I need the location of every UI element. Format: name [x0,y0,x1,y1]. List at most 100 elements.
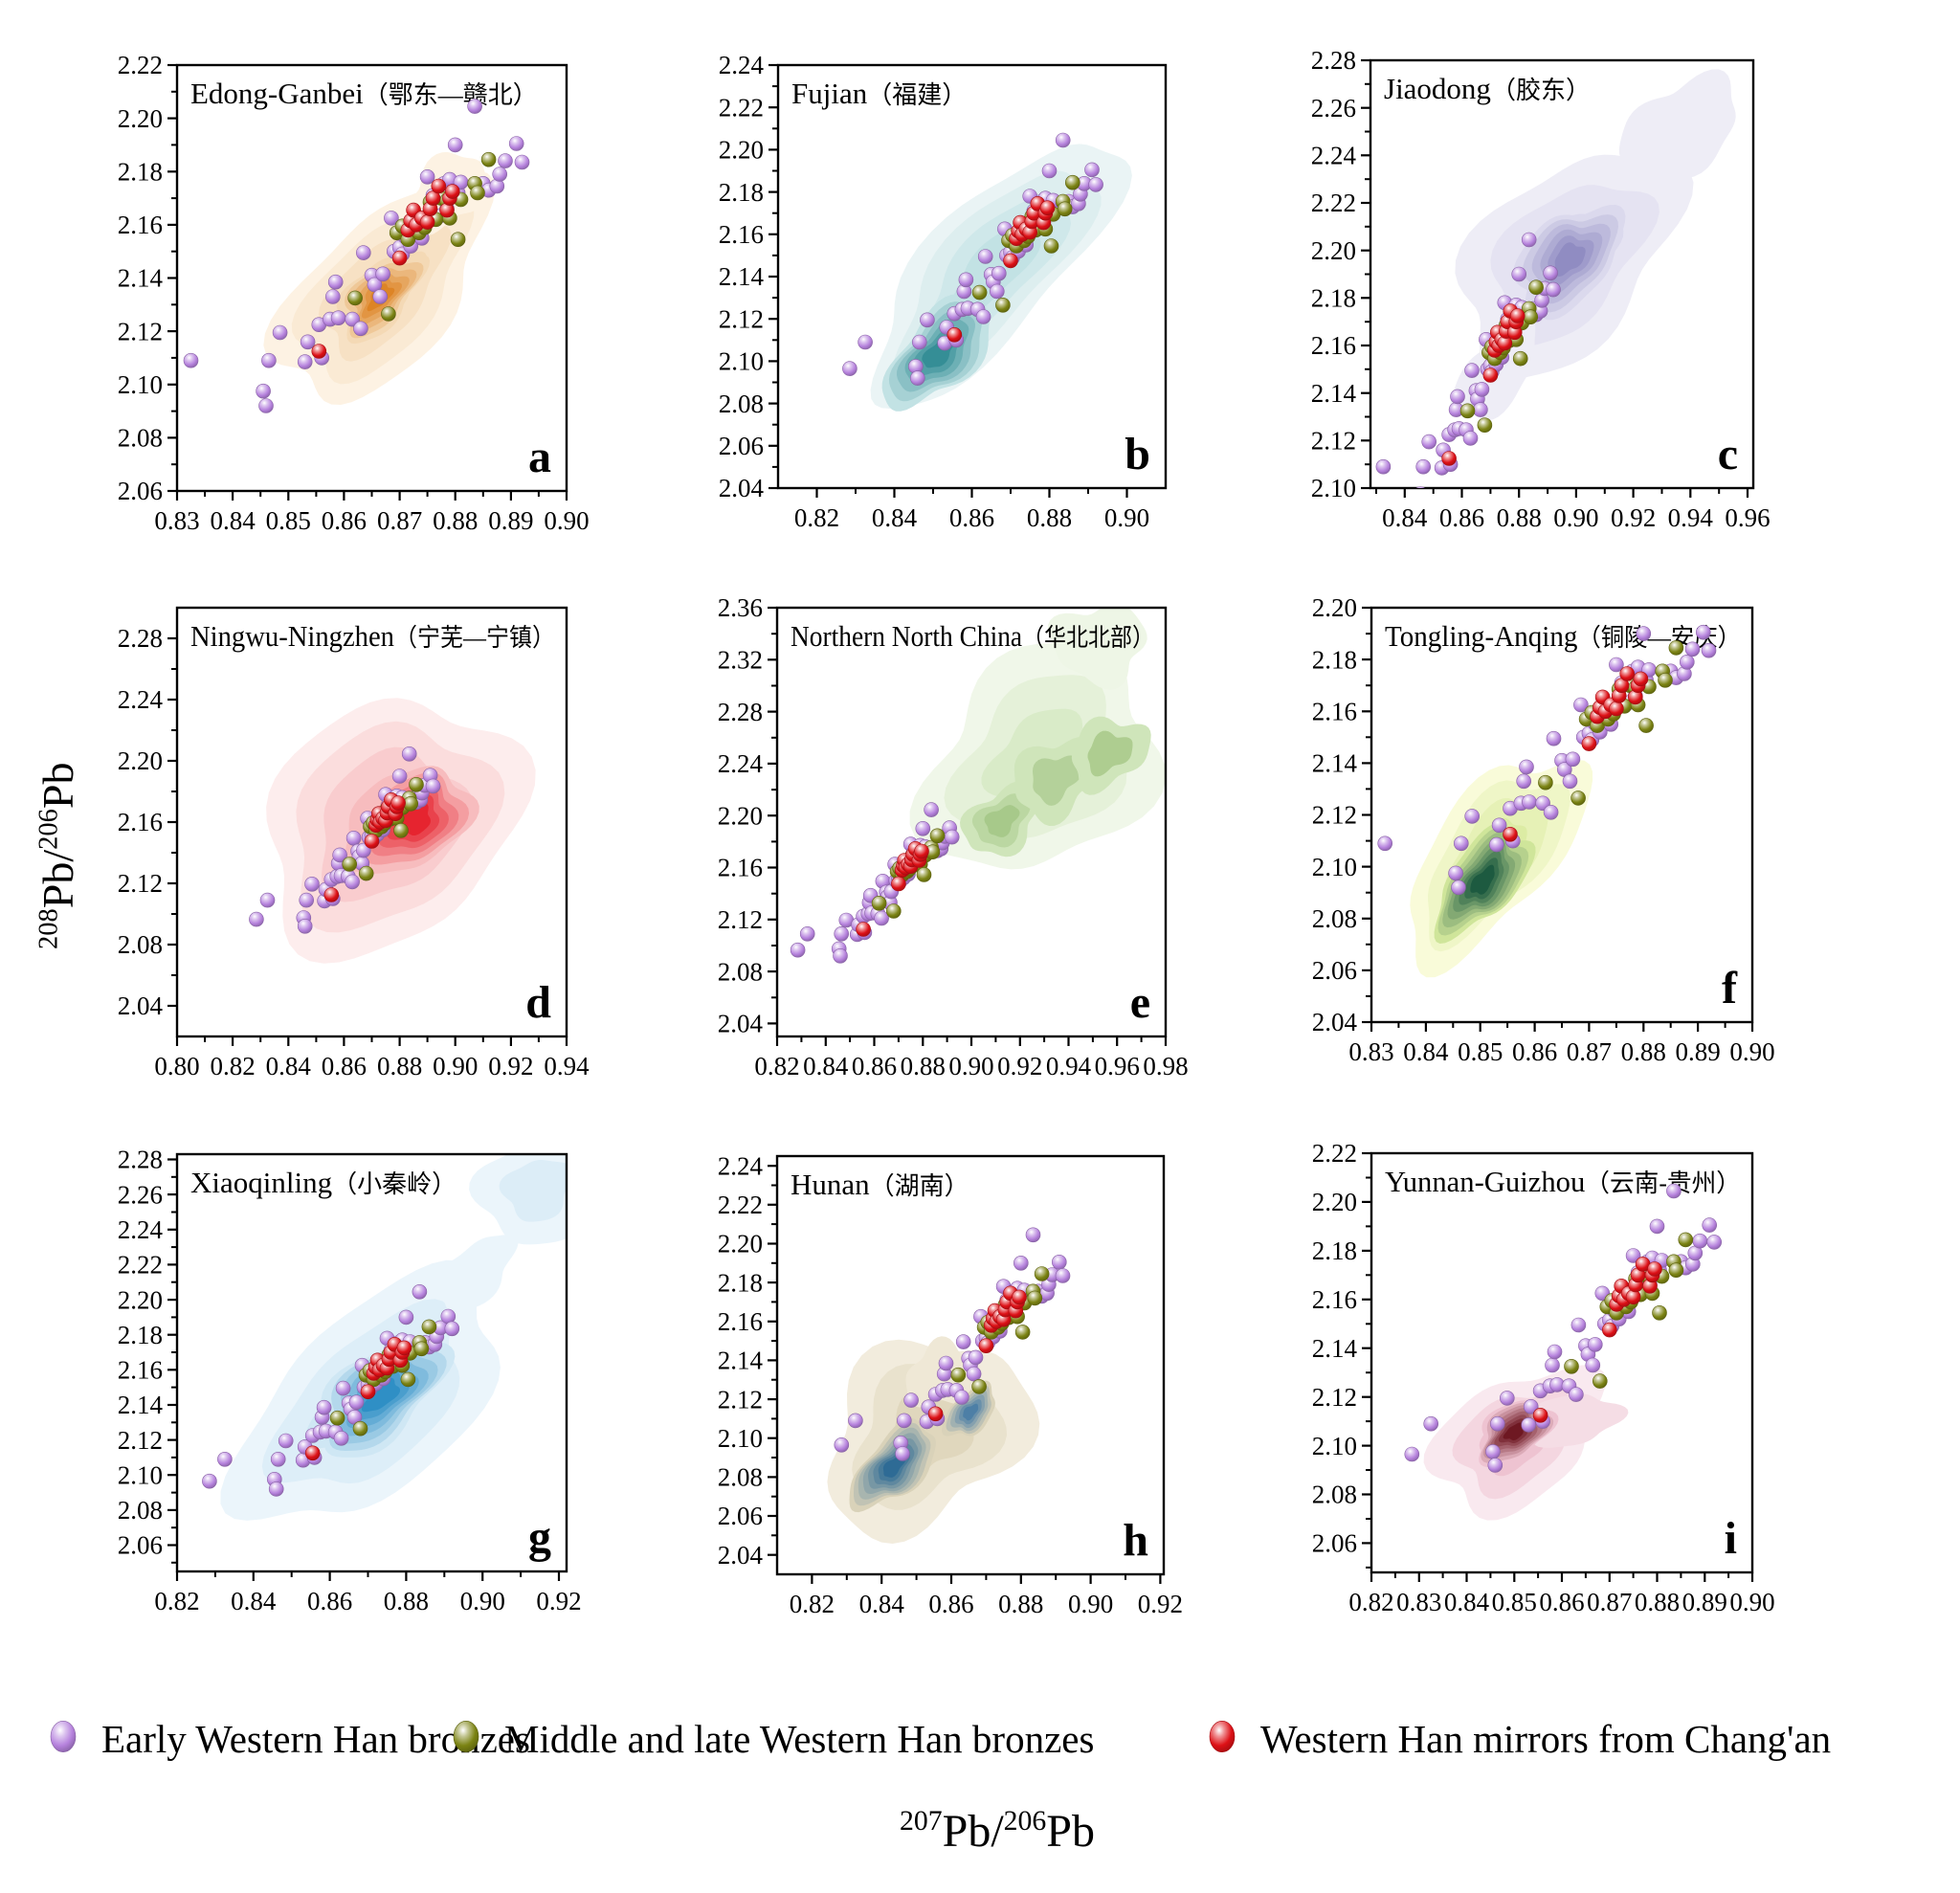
x-tick-label: 0.88 [433,506,478,535]
data-point [1519,759,1534,775]
scatter-series-2 [311,178,460,359]
kde-contour [1087,730,1133,777]
x-tick-label: 0.84 [859,1590,905,1618]
data-point [162,387,176,401]
data-point [1636,626,1652,641]
data-point [492,167,508,182]
data-point [335,1380,351,1396]
panel-letter: h [1123,1515,1148,1566]
data-point [1538,774,1553,791]
data-point [347,290,363,306]
data-point [1706,1235,1723,1250]
y-tick-label: 2.10 [1311,474,1356,502]
x-tick-label: 0.85 [266,506,311,535]
x-tick-label: 0.86 [1512,1037,1557,1066]
data-point [966,1366,982,1382]
data-point [1647,1261,1662,1277]
data-point [1573,697,1589,713]
data-point [1546,281,1561,298]
x-tick-label: 0.86 [307,1587,352,1615]
data-point [1464,809,1480,824]
plot-svg-b: 0.82 0.84 0.86 0.88 0.90 2.04 2.06 2.08 2.10 2.12… [719,51,1168,532]
data-point [183,352,199,368]
x-tick-label: 0.84 [266,1052,312,1080]
y-tick-label: 2.20 [1312,1188,1357,1216]
data-point [1423,1415,1439,1432]
x-tick-label: 0.90 [948,1052,993,1080]
data-point [1625,1248,1641,1263]
x-tick-label: 0.90 [1104,503,1149,532]
y-tick-label: 2.16 [1312,1285,1357,1314]
panel-letter: c [1718,429,1738,479]
data-point [1619,666,1636,681]
x-tick-label: 0.90 [544,506,589,535]
data-point [1564,1359,1579,1374]
y-tick-label: 2.20 [718,801,763,830]
data-point [1415,458,1432,475]
kde-contour [1033,755,1081,806]
data-point [332,847,347,863]
data-point [1668,640,1684,656]
data-point [1547,1344,1563,1360]
data-point [1649,1218,1665,1235]
y-tick-label: 2.18 [718,1268,763,1297]
y-tick-label: 2.06 [118,477,163,505]
legend-sphere-svg [453,1720,479,1753]
x-tick-label: 0.90 [1729,1588,1774,1616]
y-tick-label: 2.06 [718,1502,763,1530]
y-tick-label: 2.16 [118,1355,163,1384]
data-point [256,383,271,399]
y-tick-label: 2.06 [719,432,764,460]
panel-letter: f [1722,963,1738,1013]
y-tick-label: 2.18 [118,157,163,186]
data-point [1404,1446,1420,1462]
data-point [834,1436,850,1453]
scatter-series-2 [1441,303,1526,466]
data-point [323,887,340,902]
y-tick-label: 2.04 [118,991,164,1020]
data-point [1421,434,1437,450]
data-point [372,289,388,304]
x-tick-label: 0.90 [1068,1590,1113,1618]
data-point [391,768,408,784]
y-tick-label: 2.28 [718,698,763,726]
scatter-series-2 [1503,666,1649,842]
panel-title: Edong-Ganbei（鄂东—赣北） [190,77,538,110]
y-tick-label: 2.10 [1312,1432,1357,1460]
data-point [1570,791,1586,806]
data-point [1055,1268,1071,1283]
data-point [958,272,974,288]
panel-a: 0.83 0.84 0.85 0.86 0.87 0.88 0.89 0.90 2.06 2.08… [96,41,634,555]
data-point [975,309,991,324]
y-tick-label: 2.10 [1312,853,1357,881]
x-tick-label: 0.92 [488,1052,533,1080]
data-point [1521,232,1537,248]
data-point [1569,1387,1584,1402]
data-point [261,352,277,368]
data-point [1658,673,1673,688]
y-tick-label: 2.16 [718,1307,763,1336]
data-point [304,876,320,892]
y-tick-label: 2.08 [118,1496,163,1525]
data-point [1051,1255,1067,1270]
data-point [1485,1444,1501,1459]
y-tick-label: 2.26 [1311,94,1356,122]
legend-label-han-mirrors: Western Han mirrors from Chang'an [1260,1717,1832,1761]
data-point [268,1481,284,1497]
data-point [1521,1417,1536,1433]
x-tick-label: 0.86 [1539,1588,1584,1616]
x-tick-label: 0.92 [1138,1590,1183,1618]
panel-g: 0.82 0.84 0.86 0.88 0.90 0.92 2.06 2.08 2.10 2.12… [96,1130,634,1636]
x-tick-label: 0.82 [1348,1588,1393,1616]
x-tick-label: 0.94 [1046,1052,1092,1080]
data-point [278,1433,294,1449]
kde-contour [499,1160,567,1222]
data-point [1509,308,1526,323]
plot-border [175,1152,568,1573]
data-point [401,746,417,762]
data-point [954,1390,969,1405]
data-point [444,184,460,199]
panel-title: Fujian（福建） [791,77,967,110]
y-tick-label: 2.32 [718,645,763,674]
y-tick-label: 2.20 [118,104,163,133]
